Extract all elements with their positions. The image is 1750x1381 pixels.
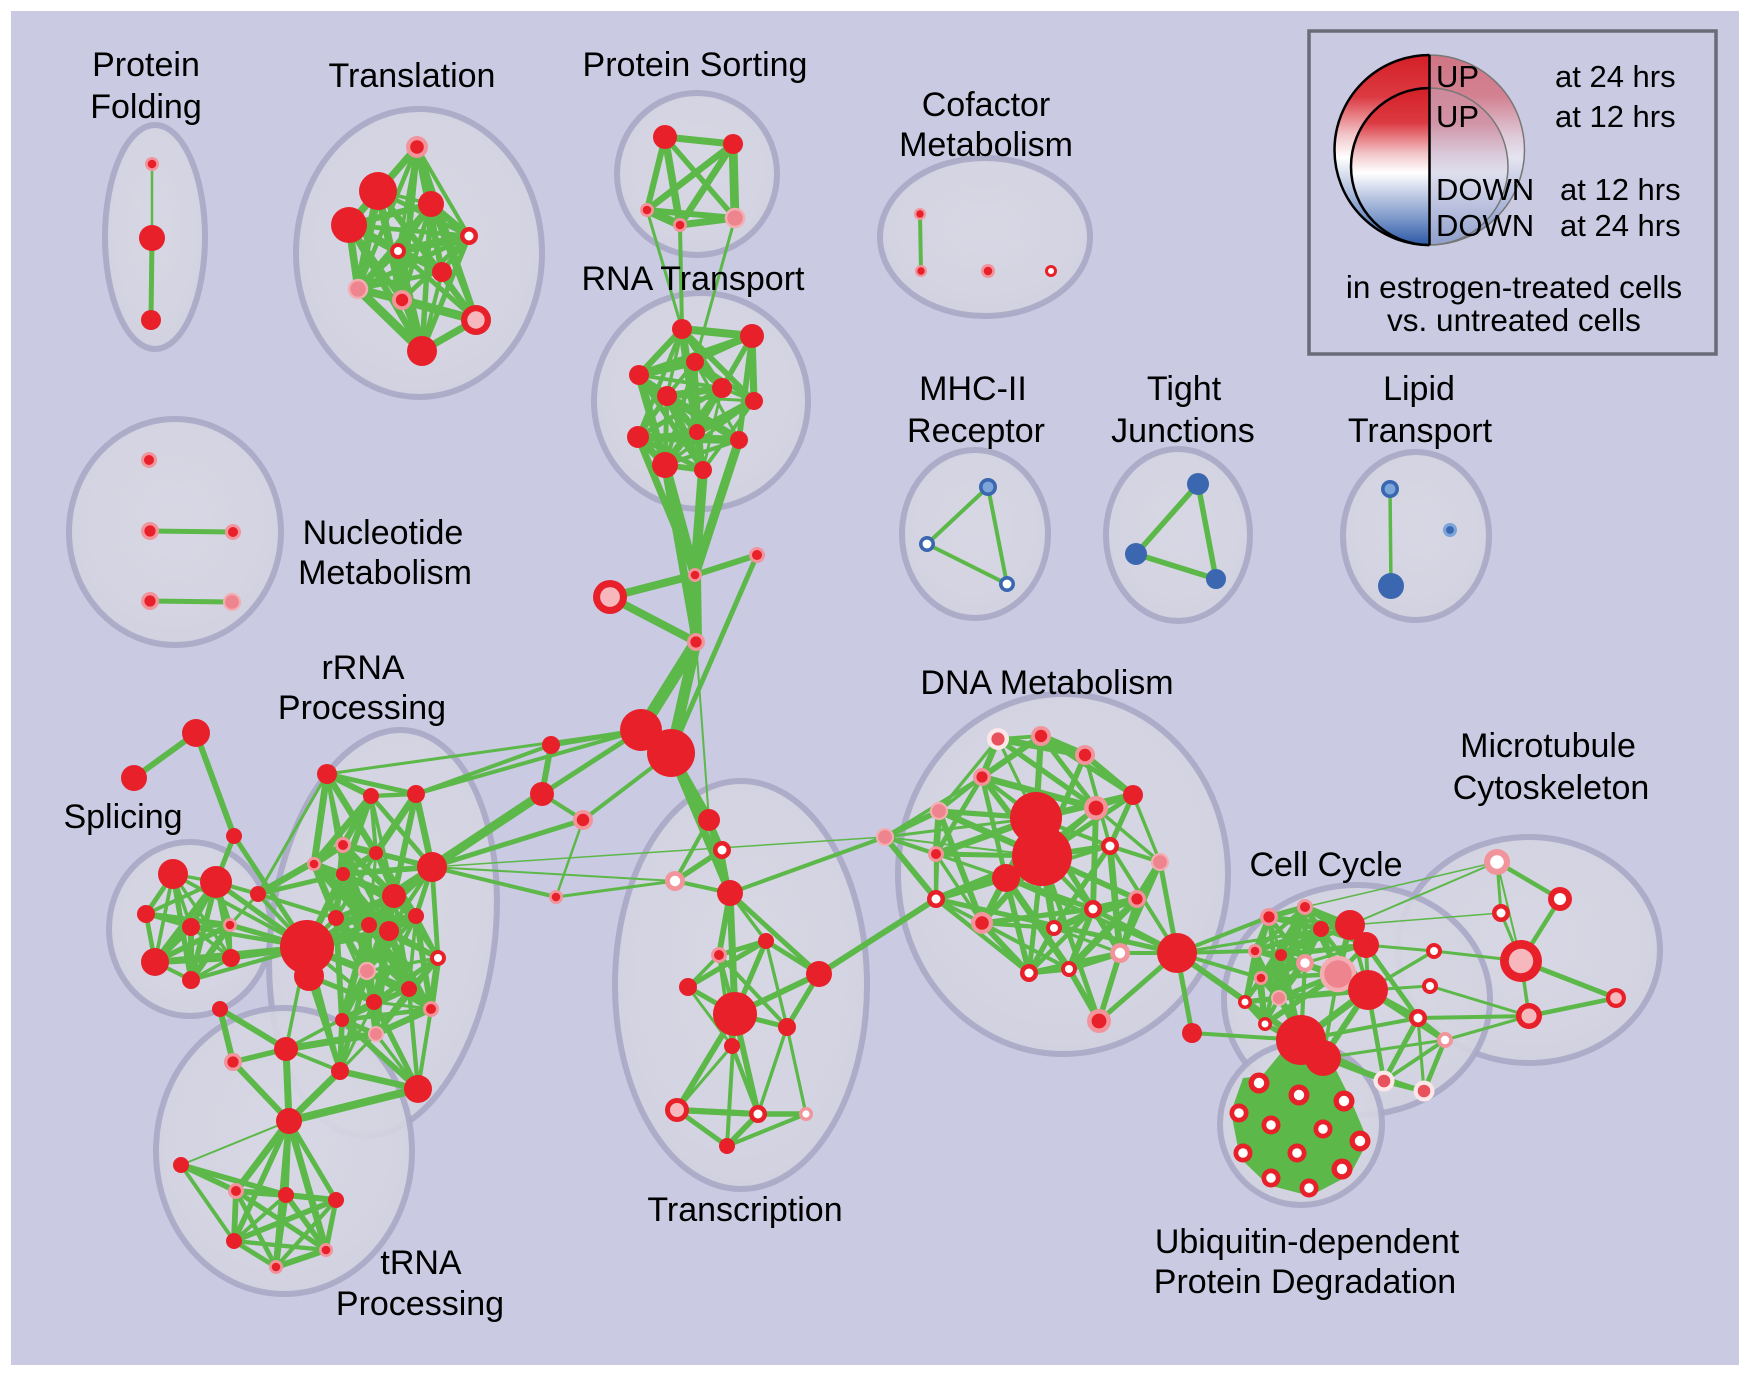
svg-text:RNA Transport: RNA Transport	[582, 260, 806, 298]
svg-text:Protein: Protein	[92, 46, 200, 84]
svg-text:Tight: Tight	[1147, 370, 1222, 408]
svg-text:Junctions: Junctions	[1111, 412, 1255, 450]
svg-text:Microtubule: Microtubule	[1460, 727, 1636, 765]
svg-text:Transcription: Transcription	[647, 1191, 842, 1229]
svg-text:at 24 hrs: at 24 hrs	[1555, 59, 1676, 94]
svg-text:Processing: Processing	[278, 689, 446, 727]
svg-text:in estrogen-treated cells: in estrogen-treated cells	[1346, 269, 1682, 305]
svg-text:Translation: Translation	[329, 57, 496, 95]
svg-text:Lipid: Lipid	[1383, 370, 1455, 408]
svg-text:tRNA: tRNA	[380, 1244, 462, 1282]
svg-text:at 24 hrs: at 24 hrs	[1560, 208, 1681, 243]
svg-text:DNA Metabolism: DNA Metabolism	[920, 664, 1173, 702]
svg-text:Receptor: Receptor	[907, 412, 1045, 450]
svg-text:Protein Degradation: Protein Degradation	[1154, 1263, 1456, 1301]
svg-text:Metabolism: Metabolism	[899, 126, 1073, 164]
svg-text:MHC-II: MHC-II	[919, 370, 1027, 408]
svg-text:at 12 hrs: at 12 hrs	[1560, 172, 1681, 207]
svg-text:Nucleotide: Nucleotide	[303, 514, 464, 552]
svg-text:Cell Cycle: Cell Cycle	[1249, 846, 1402, 884]
svg-text:Protein Sorting: Protein Sorting	[583, 46, 808, 84]
svg-text:Metabolism: Metabolism	[298, 554, 472, 592]
svg-text:rRNA: rRNA	[321, 649, 404, 687]
svg-text:Ubiquitin-dependent: Ubiquitin-dependent	[1155, 1223, 1460, 1261]
svg-text:DOWN: DOWN	[1436, 208, 1534, 243]
svg-text:vs. untreated cells: vs. untreated cells	[1387, 302, 1641, 338]
svg-text:Processing: Processing	[336, 1285, 504, 1323]
svg-text:Splicing: Splicing	[63, 798, 182, 836]
svg-text:UP: UP	[1436, 99, 1479, 134]
svg-text:Transport: Transport	[1348, 412, 1493, 450]
svg-text:Cytoskeleton: Cytoskeleton	[1453, 769, 1650, 807]
svg-text:UP: UP	[1436, 59, 1479, 94]
svg-text:Cofactor: Cofactor	[922, 86, 1051, 124]
svg-text:at 12 hrs: at 12 hrs	[1555, 99, 1676, 134]
svg-text:Folding: Folding	[90, 88, 202, 126]
svg-text:DOWN: DOWN	[1436, 172, 1534, 207]
